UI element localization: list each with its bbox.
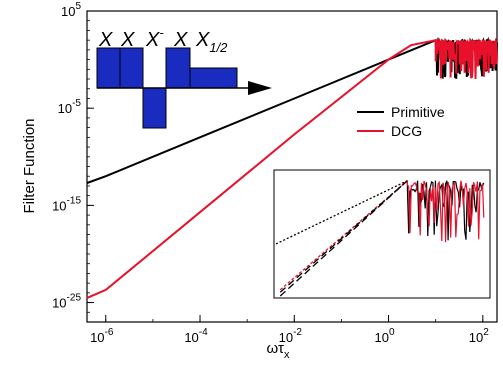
- pulse-label: X-: [145, 25, 164, 51]
- x-tick-label: 10-2: [279, 327, 303, 345]
- pulse-block: [165, 47, 191, 89]
- legend-label-primitive: Primitive: [391, 104, 445, 120]
- pulse-sequence-labels: X X X- X X1/2: [98, 25, 228, 55]
- inset-line-dcg: [279, 180, 408, 291]
- y-axis-ticks: 105 10-5 10-15 10-25: [52, 1, 94, 313]
- pulse-block: [189, 67, 238, 89]
- y-tick-label: 10-15: [52, 195, 81, 213]
- pulse-label: X1/2: [195, 29, 228, 55]
- legend-label-dcg: DCG: [391, 123, 422, 139]
- x-axis-ticks: 10-6 10-4 10-2 100 102: [90, 315, 489, 345]
- inset-line-primitive: [275, 180, 408, 245]
- x-tick-label: 10-4: [184, 327, 208, 345]
- x-tick-label: 10-6: [90, 327, 114, 345]
- series-line-dcg: [86, 36, 498, 299]
- legend: Primitive DCG: [357, 104, 445, 139]
- arrow-head-icon: [248, 81, 272, 95]
- x-axis-label: ωτx: [267, 340, 290, 361]
- pulse-block: [96, 47, 121, 89]
- pulse-sequence-inset: X X X- X X1/2: [96, 25, 272, 129]
- pulse-label: X: [120, 29, 135, 51]
- pulse-block: [142, 87, 167, 129]
- pulse-blocks: [96, 47, 238, 129]
- y-tick-label: 10-5: [58, 98, 82, 116]
- y-tick-label: 105: [61, 1, 81, 19]
- zoom-inset-frame: [273, 169, 491, 299]
- y-axis-label: Filter Function: [21, 118, 38, 213]
- inset-line-dcg: [279, 180, 408, 293]
- pulse-block: [119, 47, 144, 89]
- inset-line-dcg: [279, 180, 408, 297]
- y-tick-label: 10-25: [52, 293, 81, 311]
- x-tick-label: 102: [469, 327, 489, 345]
- zoom-inset: [273, 169, 491, 299]
- pulse-label: X: [173, 29, 188, 51]
- zoom-inset-lines: [275, 180, 485, 297]
- x-tick-label: 100: [375, 327, 395, 345]
- series-lines: [86, 36, 498, 299]
- inset-oscillation: [406, 180, 485, 243]
- pulse-label: X: [98, 29, 113, 51]
